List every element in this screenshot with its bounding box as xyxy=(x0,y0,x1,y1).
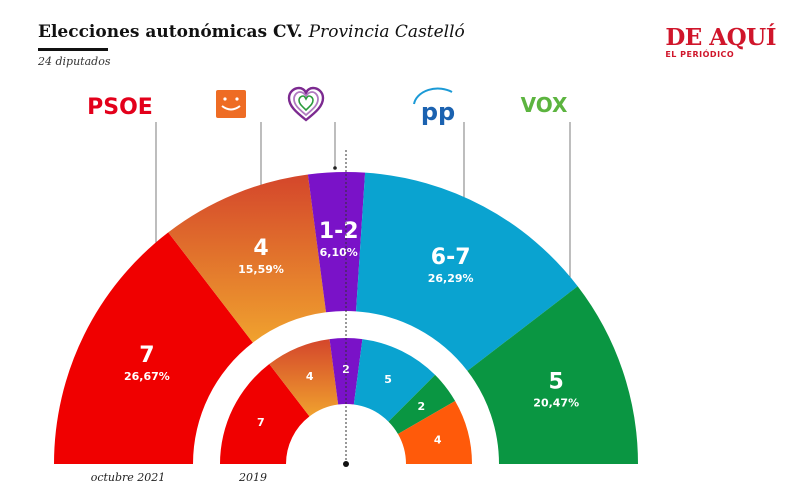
inner-slice-cs xyxy=(397,401,472,464)
inner-seats-compromis: 4 xyxy=(306,370,314,383)
outer-ring-2021: 7 26,67% 4 15,59% 1-2 6,10% 6-7 26,29% 5 20,47% xyxy=(54,172,638,464)
outer-slice-psoe xyxy=(54,232,253,464)
outer-slice-compromis xyxy=(168,174,327,343)
outer-percent-vox: 20,47% xyxy=(533,397,579,410)
outer-slice-vox xyxy=(467,286,638,464)
svg-text:pp: pp xyxy=(421,98,455,126)
outer-percent-psoe: 26,67% xyxy=(124,370,170,383)
leader-dot-podemos xyxy=(333,166,337,170)
title-region: Provincia Castelló xyxy=(308,22,465,42)
outer-percent-pp: 26,29% xyxy=(428,272,474,285)
inner-ring-label: 2019 xyxy=(238,471,267,484)
inner-slice-compromis xyxy=(269,339,339,417)
podemos-heart-icon xyxy=(287,86,325,122)
inner-slice-vox xyxy=(388,374,456,434)
pp-logo: pp xyxy=(413,87,455,126)
outer-seats-compromis: 4 xyxy=(253,236,268,261)
psoe-logo: PSOE xyxy=(87,95,153,120)
title-main: Elecciones autonómicas CV. xyxy=(38,22,303,42)
outer-percent-podemos: 6,10% xyxy=(320,246,358,259)
inner-slice-psoe xyxy=(220,364,310,464)
inner-slice-pp xyxy=(353,339,436,422)
center-divider xyxy=(343,150,349,467)
brand-name: DE AQUÍ xyxy=(665,24,776,51)
outer-seats-psoe: 7 xyxy=(139,343,154,368)
outer-slice-pp xyxy=(356,172,578,371)
outer-seats-pp: 6-7 xyxy=(431,245,471,270)
party-logos: PSOE pp VOX xyxy=(87,86,568,126)
outer-percent-compromis: 15,59% xyxy=(238,263,284,276)
center-dot xyxy=(343,461,349,467)
outer-slice-podemos xyxy=(307,172,366,313)
outer-seats-vox: 5 xyxy=(549,370,564,395)
compromis-logo xyxy=(216,90,246,118)
inner-seats-vox: 2 xyxy=(418,400,426,413)
vox-logo: VOX xyxy=(521,93,568,117)
brand-logo: DE AQUÍ EL PERIÓDICO xyxy=(665,26,776,59)
chart-subtitle: 24 diputados xyxy=(38,55,111,68)
inner-seats-cs: 4 xyxy=(434,433,442,446)
inner-seats-psoe: 7 xyxy=(257,416,265,429)
brand-tagline: EL PERIÓDICO xyxy=(665,50,735,59)
chart-title: Elecciones autonómicas CV. Provincia Cast… xyxy=(38,22,465,42)
title-rule xyxy=(38,48,108,51)
inner-ring-2019: 7 4 2 5 2 4 xyxy=(220,338,472,464)
inner-seats-pp: 5 xyxy=(384,373,392,386)
outer-seats-podemos: 1-2 xyxy=(319,219,359,244)
inner-seats-podemos: 2 xyxy=(342,363,350,376)
outer-ring-label: octubre 2021 xyxy=(91,471,166,484)
